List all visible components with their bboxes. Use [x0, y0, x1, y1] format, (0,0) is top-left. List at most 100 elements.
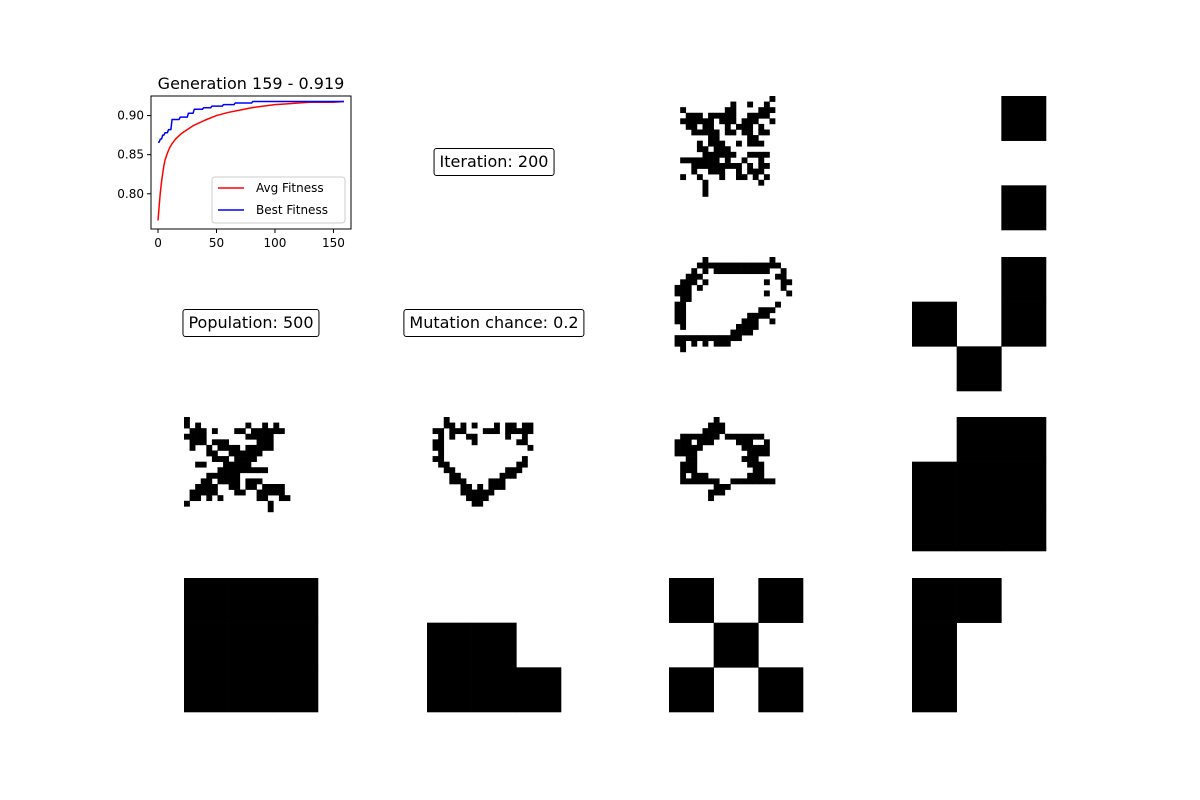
filled-cell: [200, 439, 207, 446]
filled-cell: [674, 284, 681, 291]
filled-cell: [696, 112, 703, 119]
filled-cell: [680, 174, 687, 181]
filled-cell: [245, 450, 252, 457]
filled-cell: [956, 346, 1002, 392]
filled-cell: [708, 157, 714, 164]
series-layer: [157, 100, 345, 221]
filled-cell: [741, 478, 748, 485]
filled-cell: [1001, 506, 1047, 552]
filled-cell: [736, 324, 742, 330]
filled-cell: [680, 324, 687, 330]
target-pattern-row4-col1: [184, 578, 319, 713]
filled-cell: [775, 273, 781, 280]
filled-cell: [273, 489, 280, 496]
filled-cell: [494, 484, 500, 490]
filled-cell: [775, 262, 781, 269]
filled-cell: [680, 107, 687, 114]
filled-cell: [189, 489, 196, 496]
filled-cell: [747, 140, 754, 147]
y-tick-label: 0.85: [117, 148, 144, 162]
filled-cell: [713, 489, 720, 496]
filled-cell: [747, 118, 754, 125]
filled-cell: [223, 439, 229, 446]
filled-cell: [685, 444, 692, 451]
filled-cell: [449, 433, 456, 440]
x-tick-label: 0: [154, 236, 162, 250]
filled-cell: [680, 478, 687, 485]
filled-cell: [769, 107, 776, 114]
filled-cell: [273, 667, 319, 713]
filled-cell: [466, 495, 472, 502]
filled-cell: [206, 495, 213, 502]
filled-cell: [239, 428, 246, 435]
filled-cell: [510, 467, 517, 474]
best-fitness-line: [158, 100, 344, 143]
filled-cell: [256, 439, 263, 446]
filled-cell: [713, 140, 720, 147]
filled-cell: [713, 151, 720, 158]
filled-cell: [189, 444, 196, 451]
target-pattern-row3-col4: [912, 417, 1047, 552]
filled-cell: [763, 290, 770, 297]
mutation-chance-label: Mutation chance: 0.2: [403, 309, 585, 337]
filled-cell: [680, 301, 687, 308]
filled-cell: [713, 428, 720, 435]
filled-cell: [256, 450, 263, 457]
filled-cell: [454, 478, 461, 485]
filled-cell: [432, 439, 439, 446]
filled-cell: [747, 478, 754, 485]
filled-cell: [669, 667, 714, 713]
filled-cell: [516, 428, 523, 435]
filled-cell: [460, 489, 467, 496]
filled-cell: [211, 439, 218, 446]
filled-cell: [262, 428, 269, 435]
filled-cell: [438, 461, 445, 468]
filled-cell: [758, 107, 765, 114]
filled-cell: [758, 450, 765, 457]
filled-cell: [234, 472, 241, 479]
filled-cell: [769, 307, 776, 314]
filled-cell: [691, 433, 698, 440]
filled-cell: [195, 439, 202, 446]
filled-cell: [747, 472, 754, 479]
filled-cell: [741, 444, 748, 451]
filled-cell: [730, 262, 737, 269]
filled-cell: [680, 335, 687, 342]
filled-cell: [228, 484, 235, 490]
filled-cell: [685, 157, 692, 164]
filled-cell: [234, 456, 241, 462]
filled-cell: [217, 495, 224, 502]
filled-cell: [443, 467, 450, 474]
filled-cell: [685, 450, 692, 457]
filled-cell: [245, 484, 252, 490]
filled-cell: [708, 112, 714, 119]
filled-cell: [696, 146, 703, 153]
filled-cell: [708, 489, 714, 496]
filled-cell: [702, 472, 709, 479]
filled-cell: [702, 151, 709, 158]
filled-cell: [708, 151, 714, 158]
filled-cell: [669, 578, 714, 623]
filled-cell: [912, 506, 957, 552]
filled-cell: [234, 467, 241, 474]
filled-cell: [708, 118, 714, 125]
filled-cell: [752, 112, 759, 119]
filled-cell: [460, 478, 467, 485]
filled-cell: [234, 461, 241, 468]
filled-cell: [724, 157, 731, 164]
filled-cell: [724, 484, 731, 490]
filled-cell: [510, 422, 517, 429]
filled-cell: [763, 262, 770, 269]
filled-cell: [217, 444, 224, 451]
filled-cell: [262, 433, 269, 440]
filled-cell: [184, 417, 190, 423]
target-pattern-row4-col3: [669, 578, 804, 713]
filled-cell: [758, 444, 765, 451]
filled-cell: [466, 484, 472, 490]
filled-cell: [730, 129, 737, 136]
filled-cell: [685, 112, 692, 119]
filled-cell: [200, 478, 207, 485]
filled-cell: [724, 123, 731, 130]
filled-cell: [708, 163, 714, 169]
filled-cell: [769, 318, 776, 325]
